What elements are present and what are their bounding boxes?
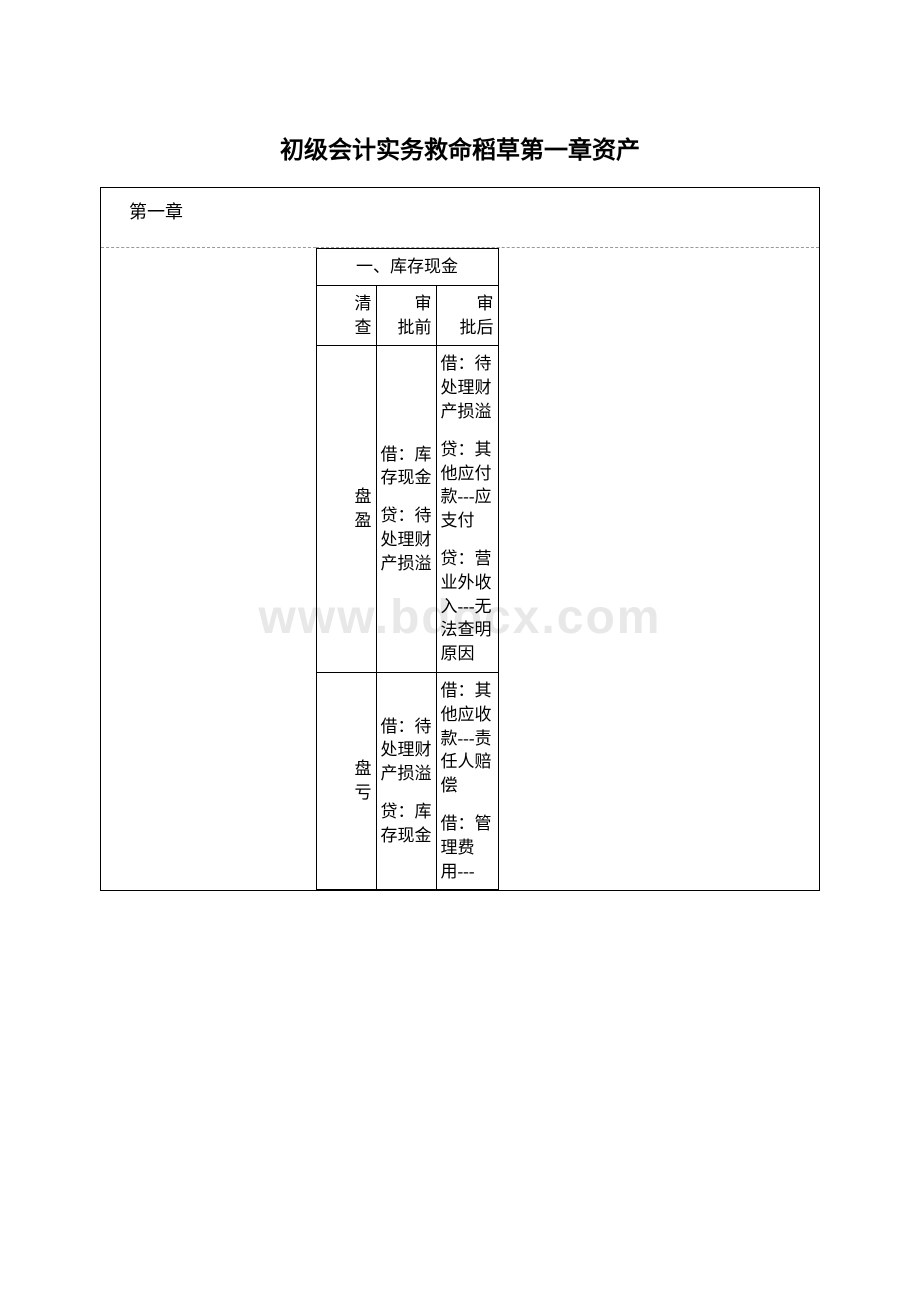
surplus-after-p1-indent: 借: [441, 354, 458, 373]
deficit-label-cell: 盘亏: [316, 672, 376, 889]
main-table: 第一章 一、库存现金 清查 审批前: [100, 187, 820, 891]
surplus-before-p2: 贷：待处理财产损溢: [381, 504, 432, 575]
surplus-before-cell: 借：库存现金 贷：待处理财产损溢: [376, 346, 436, 673]
column-header-inspect: 清查: [316, 285, 376, 346]
chapter-label: 第一章: [101, 188, 820, 248]
surplus-label: 盘盈: [355, 487, 372, 530]
surplus-row: 盘盈 借：库存现金 贷：待处理财产损溢 借：待处理财产损溢 贷：其他应付款---…: [316, 346, 498, 673]
deficit-after-p2-indent: 借: [441, 814, 458, 833]
surplus-after-p2: 贷：其他应付款---应支付: [441, 438, 494, 533]
deficit-before-p2: 贷：库存现金: [381, 800, 432, 848]
surplus-before-p1-indent: 借: [381, 445, 398, 464]
deficit-row: 盘亏 借：待处理财产损溢 贷：库存现金 借：其他应收款---责任人赔偿 借：管理…: [316, 672, 498, 889]
deficit-after-p1-indent: 借: [441, 681, 458, 700]
page-container: 初级会计实务救命稻草第一章资产 第一章 一、库存现金 清查 审批前: [0, 0, 920, 931]
inner-table: 一、库存现金 清查 审批前 审批后: [316, 248, 499, 890]
col2-text: 审批前: [398, 294, 432, 337]
left-spacer: [101, 248, 316, 891]
surplus-after-p3: 贷：营业外收入---无法查明原因: [441, 547, 494, 666]
col1-text: 清查: [355, 294, 372, 337]
section-header-row: 一、库存现金: [316, 249, 498, 286]
deficit-before-cell: 借：待处理财产损溢 贷：库存现金: [376, 672, 436, 889]
page-title: 初级会计实务救命稻草第一章资产: [100, 130, 820, 165]
right-spacer: [590, 248, 820, 891]
surplus-label-cell: 盘盈: [316, 346, 376, 673]
column-header-row: 清查 审批前 审批后: [316, 285, 498, 346]
inner-content-cell: 一、库存现金 清查 审批前 审批后: [316, 248, 590, 891]
deficit-after-cell: 借：其他应收款---责任人赔偿 借：管理费用---: [436, 672, 498, 889]
deficit-label: 盘亏: [355, 759, 372, 802]
column-header-after: 审批后: [436, 285, 498, 346]
col3-text: 审批后: [460, 294, 494, 337]
surplus-after-cell: 借：待处理财产损溢 贷：其他应付款---应支付 贷：营业外收入---无法查明原因: [436, 346, 498, 673]
section-header: 一、库存现金: [316, 249, 498, 286]
content-row: 一、库存现金 清查 审批前 审批后: [101, 248, 820, 891]
column-header-before: 审批前: [376, 285, 436, 346]
chapter-row: 第一章: [101, 188, 820, 248]
deficit-before-p1-indent: 借: [381, 717, 398, 736]
